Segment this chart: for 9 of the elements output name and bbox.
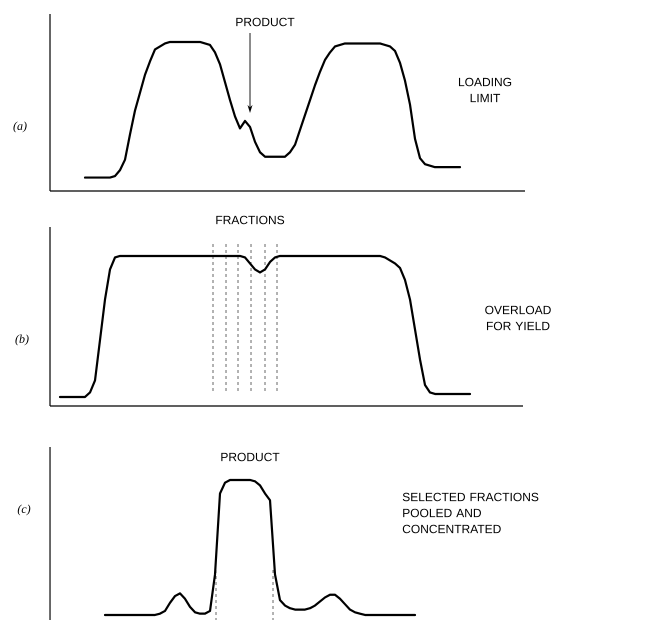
y-axis-title: (b) bbox=[15, 334, 29, 346]
text: FRACTIONS bbox=[216, 216, 284, 224]
annotation: LOADING LIMIT bbox=[458, 78, 512, 102]
text: PRODUCT bbox=[236, 18, 294, 26]
y-axis-title: (c) bbox=[18, 504, 30, 516]
text: PRODUCT bbox=[221, 452, 280, 462]
y-axis-title: (a) bbox=[13, 122, 27, 132]
annotation: SELECTED FRACTIONS POOLED AND CONCENTRATED bbox=[402, 492, 538, 534]
text: OVERLOAD FOR YIELD bbox=[485, 306, 551, 330]
